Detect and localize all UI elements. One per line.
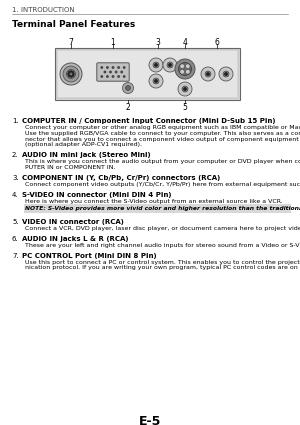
FancyBboxPatch shape bbox=[24, 204, 291, 213]
Text: Connect component video outputs (Y/Cb/Cr, Y/Pb/Pr) here from external equipment : Connect component video outputs (Y/Cb/Cr… bbox=[25, 182, 300, 187]
Text: AUDIO IN jacks L & R (RCA): AUDIO IN jacks L & R (RCA) bbox=[22, 236, 128, 242]
Circle shape bbox=[178, 82, 192, 96]
Text: nication protocol. If you are writing your own program, typical PC control codes: nication protocol. If you are writing yo… bbox=[25, 265, 300, 270]
Text: 2.: 2. bbox=[12, 152, 19, 158]
Circle shape bbox=[149, 58, 163, 72]
Circle shape bbox=[112, 67, 114, 68]
Circle shape bbox=[205, 71, 211, 77]
Text: 4: 4 bbox=[183, 38, 188, 47]
Text: Terminal Panel Features: Terminal Panel Features bbox=[12, 20, 135, 29]
Text: COMPONENT IN (Y, Cb/Pb, Cr/Pr) connectors (RCA): COMPONENT IN (Y, Cb/Pb, Cr/Pr) connector… bbox=[22, 175, 220, 181]
Circle shape bbox=[70, 71, 71, 72]
Circle shape bbox=[118, 76, 119, 77]
Text: PC CONTROL Port (Mini DIN 8 Pin): PC CONTROL Port (Mini DIN 8 Pin) bbox=[22, 252, 157, 258]
Circle shape bbox=[60, 63, 82, 85]
Text: 7: 7 bbox=[69, 38, 74, 47]
Text: 3: 3 bbox=[156, 38, 161, 47]
Text: NOTE: S-Video provides more vivid color and higher resolution than the tradition: NOTE: S-Video provides more vivid color … bbox=[25, 206, 300, 211]
Circle shape bbox=[149, 74, 163, 88]
Circle shape bbox=[121, 71, 122, 73]
Circle shape bbox=[153, 62, 159, 68]
Text: 5: 5 bbox=[183, 103, 188, 112]
Circle shape bbox=[167, 62, 173, 68]
Circle shape bbox=[70, 76, 71, 77]
Circle shape bbox=[163, 58, 177, 72]
Text: 7.: 7. bbox=[12, 252, 19, 258]
Circle shape bbox=[104, 71, 106, 73]
FancyBboxPatch shape bbox=[57, 50, 238, 98]
Circle shape bbox=[125, 85, 130, 91]
Text: These are your left and right channel audio inputs for stereo sound from a Video: These are your left and right channel au… bbox=[25, 243, 300, 248]
Circle shape bbox=[155, 64, 157, 66]
Text: Connect a VCR, DVD player, laser disc player, or document camera here to project: Connect a VCR, DVD player, laser disc pl… bbox=[25, 226, 300, 231]
Circle shape bbox=[122, 82, 134, 94]
Text: 1: 1 bbox=[111, 38, 116, 47]
Circle shape bbox=[155, 80, 157, 82]
Circle shape bbox=[187, 71, 189, 73]
Circle shape bbox=[72, 72, 73, 73]
Circle shape bbox=[175, 59, 195, 79]
Circle shape bbox=[124, 76, 125, 77]
Text: AUDIO IN mini jack (Stereo Mini): AUDIO IN mini jack (Stereo Mini) bbox=[22, 152, 151, 158]
Circle shape bbox=[178, 62, 191, 76]
Circle shape bbox=[69, 75, 70, 76]
Text: S-VIDEO IN connector (Mini DIN 4 Pin): S-VIDEO IN connector (Mini DIN 4 Pin) bbox=[22, 192, 172, 198]
Text: E-5: E-5 bbox=[139, 415, 161, 425]
Circle shape bbox=[112, 76, 114, 77]
Circle shape bbox=[201, 67, 215, 81]
Circle shape bbox=[223, 71, 229, 77]
Text: 4.: 4. bbox=[12, 192, 19, 198]
Text: 5.: 5. bbox=[12, 219, 19, 225]
Circle shape bbox=[101, 76, 103, 77]
Circle shape bbox=[72, 75, 73, 76]
Text: 1. INTRODUCTION: 1. INTRODUCTION bbox=[12, 7, 75, 13]
Circle shape bbox=[63, 66, 79, 82]
Circle shape bbox=[69, 72, 70, 73]
FancyBboxPatch shape bbox=[55, 48, 240, 100]
Text: PUTER IN or COMPONENT IN.: PUTER IN or COMPONENT IN. bbox=[25, 165, 116, 170]
Circle shape bbox=[181, 65, 183, 68]
Text: COMPUTER IN / Component Input Connector (Mini D-Sub 15 Pin): COMPUTER IN / Component Input Connector … bbox=[22, 118, 275, 124]
Text: Use this port to connect a PC or control system. This enables you to control the: Use this port to connect a PC or control… bbox=[25, 260, 300, 264]
Text: Connect your computer or other analog RGB equipment such as IBM compatible or Ma: Connect your computer or other analog RG… bbox=[25, 125, 300, 130]
Text: Here is where you connect the S-Video output from an external source like a VCR.: Here is where you connect the S-Video ou… bbox=[25, 198, 283, 204]
Circle shape bbox=[116, 71, 117, 73]
Circle shape bbox=[184, 88, 186, 90]
Circle shape bbox=[207, 73, 209, 75]
Circle shape bbox=[182, 86, 188, 92]
Circle shape bbox=[107, 67, 108, 68]
Text: VIDEO IN connector (RCA): VIDEO IN connector (RCA) bbox=[22, 219, 124, 225]
Text: 2: 2 bbox=[126, 103, 130, 112]
Circle shape bbox=[225, 73, 227, 75]
Text: 1.: 1. bbox=[12, 118, 19, 124]
Circle shape bbox=[219, 67, 233, 81]
Circle shape bbox=[169, 64, 171, 66]
FancyBboxPatch shape bbox=[97, 63, 129, 81]
Circle shape bbox=[187, 65, 189, 68]
Text: This is where you connect the audio output from your computer or DVD player when: This is where you connect the audio outp… bbox=[25, 159, 300, 164]
Circle shape bbox=[118, 67, 119, 68]
Circle shape bbox=[153, 78, 159, 84]
Circle shape bbox=[110, 71, 111, 73]
Text: nector that allows you to connect a component video output of component equipmen: nector that allows you to connect a comp… bbox=[25, 136, 300, 142]
Text: (optional adapter ADP-CV1 required).: (optional adapter ADP-CV1 required). bbox=[25, 142, 142, 147]
Circle shape bbox=[67, 70, 76, 79]
Text: 6.: 6. bbox=[12, 236, 19, 242]
Text: Use the supplied RGB/VGA cable to connect to your computer. This also serves as : Use the supplied RGB/VGA cable to connec… bbox=[25, 131, 300, 136]
Circle shape bbox=[124, 67, 125, 68]
Circle shape bbox=[181, 71, 183, 73]
Text: 6: 6 bbox=[214, 38, 219, 47]
Text: 3.: 3. bbox=[12, 175, 19, 181]
Circle shape bbox=[107, 76, 108, 77]
Circle shape bbox=[101, 67, 103, 68]
